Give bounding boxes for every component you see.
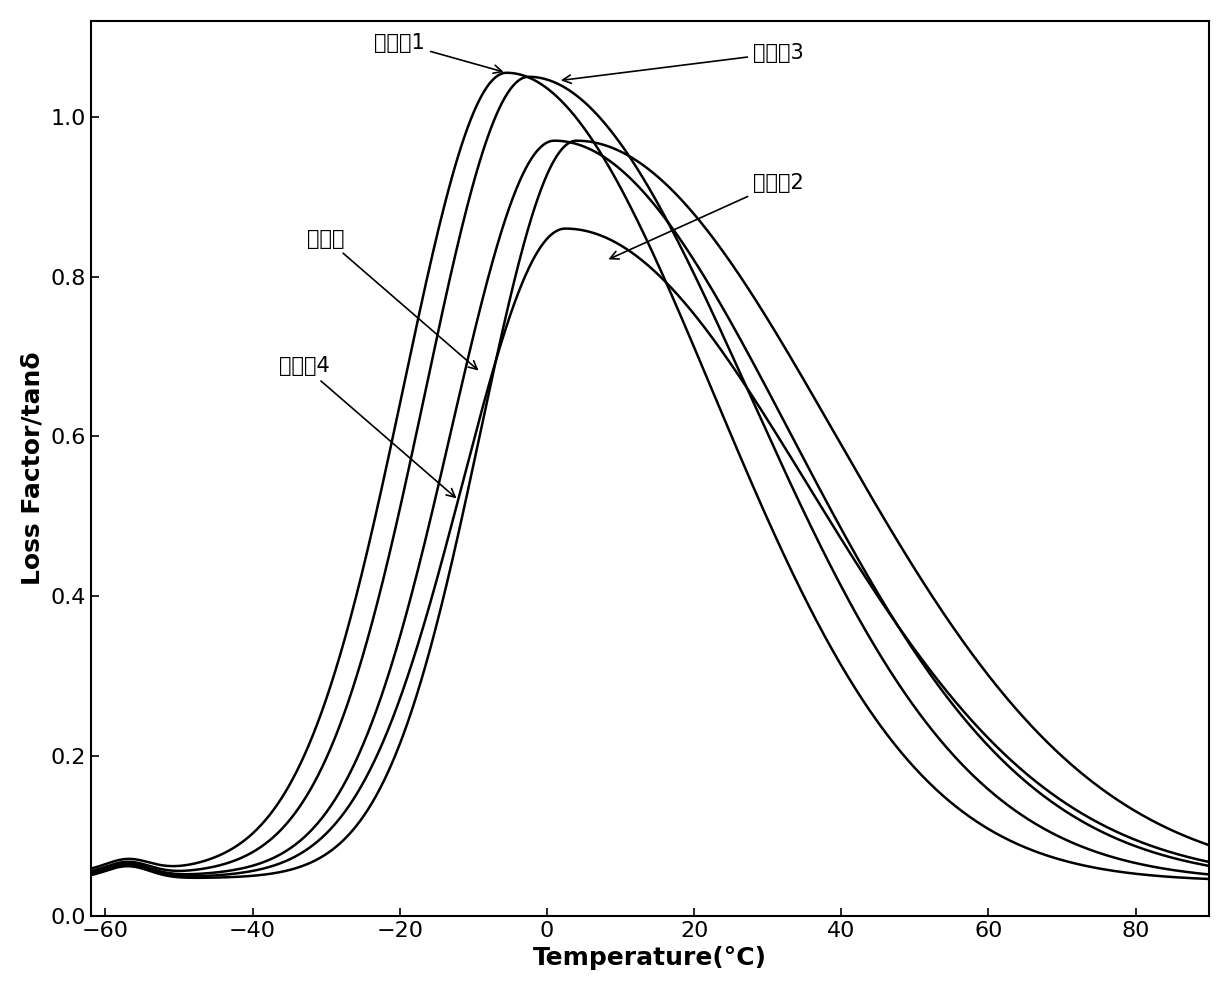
Y-axis label: Loss Factor/tanδ: Loss Factor/tanδ [21, 352, 44, 585]
Text: 实施套1: 实施套1 [374, 33, 502, 73]
Text: 对比例: 对比例 [308, 229, 477, 370]
Text: 实施套3: 实施套3 [562, 44, 803, 83]
Text: 实施套2: 实施套2 [610, 172, 803, 259]
X-axis label: Temperature(°C): Temperature(°C) [533, 946, 768, 970]
Text: 实施套4: 实施套4 [279, 357, 455, 497]
